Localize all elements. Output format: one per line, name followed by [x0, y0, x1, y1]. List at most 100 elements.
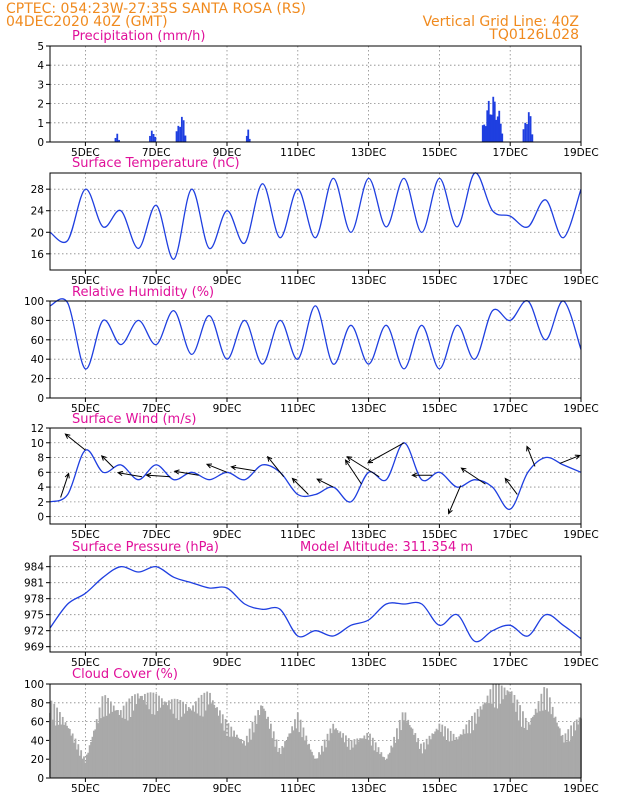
cloud-bar	[488, 703, 490, 778]
precip-bar	[483, 124, 486, 142]
cloud-bar	[192, 705, 194, 778]
precip-bar	[114, 137, 117, 142]
wind-arrow	[230, 464, 256, 472]
y-tick-label: 981	[24, 578, 44, 590]
cloud-bar	[77, 744, 80, 778]
cloud-bar	[265, 718, 268, 778]
cloud-bar	[299, 719, 302, 778]
cloud-bar	[244, 745, 247, 778]
cloud-bar	[182, 701, 185, 778]
cloud-bar	[404, 712, 407, 778]
cloud-bar	[414, 733, 417, 778]
pressure-title: Surface Pressure (hPa)	[72, 540, 219, 555]
precip-bar	[501, 133, 504, 142]
cloud-bar	[257, 710, 260, 778]
cloud-bar	[302, 727, 305, 778]
cloud-bar	[268, 728, 271, 778]
y-tick-label: 3	[37, 79, 44, 91]
cloud-bar	[95, 719, 98, 778]
cloud-bar	[466, 733, 469, 778]
y-tick-label: 40	[31, 354, 44, 366]
cloud-bar	[206, 691, 209, 778]
cloud-bar	[312, 755, 315, 778]
cloud-bar	[284, 741, 286, 778]
cloud-bar	[91, 736, 94, 778]
cloud-bar	[319, 754, 322, 778]
cloud-bar	[383, 757, 386, 778]
y-tick-label: 0	[37, 512, 44, 524]
cloud-bar	[193, 711, 196, 778]
cloud-bar	[505, 695, 507, 778]
cloud-bar	[369, 733, 371, 778]
cloud-bar	[277, 751, 279, 778]
cloud-bar	[397, 739, 400, 778]
cloud-bar	[149, 692, 152, 778]
cloud-bar	[226, 737, 228, 778]
cloud-bar	[176, 699, 179, 778]
cloud-bar	[186, 710, 189, 778]
series-line	[49, 566, 582, 643]
cloud-bar	[527, 722, 530, 778]
wind-arrow	[291, 477, 309, 495]
cloud-bar	[234, 736, 237, 778]
cloud-bar	[245, 735, 248, 778]
wind-arrow	[60, 472, 70, 498]
panel-4: 5DEC 7DEC 9DEC 11DEC 13DEC 15DEC 17DEC 19DEC 969…	[24, 555, 599, 669]
panel-frame	[49, 45, 582, 143]
panel-5: 5DEC 7DEC 9DEC 11DEC 13DEC 15DEC 17DEC 19DEC 0 20…	[24, 679, 599, 795]
y-tick-label: 40	[31, 735, 44, 747]
cloud-bar	[162, 704, 165, 778]
cloud-bar	[258, 715, 261, 778]
x-tick-label: 17DEC	[492, 147, 527, 159]
cloud-bar	[108, 713, 111, 778]
cloud-bar	[454, 740, 456, 778]
precip-bar	[495, 119, 498, 142]
x-tick-label: 7DEC	[142, 147, 171, 159]
precip-bar	[247, 129, 250, 142]
y-tick-label: 12	[31, 423, 44, 435]
cloud-bar	[438, 723, 441, 778]
cloud-bar	[63, 724, 66, 778]
x-tick-label: 19DEC	[563, 783, 598, 795]
cloud-bar	[66, 725, 68, 778]
cloud-bar	[482, 704, 485, 778]
x-tick-label: 9DEC	[213, 657, 242, 669]
cloud-bar	[118, 714, 121, 778]
cloud-bar	[323, 739, 326, 778]
cloud-bar	[221, 714, 224, 778]
x-tick-label: 7DEC	[142, 783, 171, 795]
y-tick-label: 2	[37, 497, 44, 509]
cloud-bar	[117, 710, 119, 778]
cloud-bar	[296, 712, 299, 778]
cloud-bar	[169, 709, 172, 778]
x-tick-label: 11DEC	[280, 529, 315, 541]
cloud-bar	[251, 721, 254, 778]
x-tick-label: 17DEC	[492, 783, 527, 795]
cloud-bar	[291, 726, 294, 778]
cloud-bar	[163, 701, 166, 778]
cloud-bar	[125, 701, 128, 778]
cloud-bar	[261, 705, 264, 778]
y-tick-label: 60	[31, 335, 44, 347]
cloud-bar	[238, 739, 241, 778]
wind-arrow	[346, 456, 380, 478]
panel-3: 5DEC 7DEC 9DEC 11DEC 13DEC 15DEC 17DEC 19DEC 0 2 4…	[31, 423, 599, 541]
cloud-bar	[83, 756, 85, 778]
cloud-bar	[449, 730, 452, 778]
x-tick-label: 7DEC	[142, 529, 171, 541]
cloud-bar	[468, 719, 471, 778]
cloud-bar	[439, 731, 442, 778]
cloud-bar	[575, 719, 578, 778]
panel-2: 5DEC 7DEC 9DEC 11DEC 13DEC 15DEC 17DEC 19DEC 0 20…	[24, 296, 599, 415]
cloud-bar	[264, 710, 267, 778]
cloud-bar	[362, 738, 364, 778]
cloud-bar	[497, 684, 500, 778]
cloud-bar	[107, 697, 109, 778]
cloud-bar	[435, 728, 438, 778]
cloud-bar	[371, 737, 374, 778]
cloud-bar	[227, 723, 230, 778]
panel-1: 5DEC 7DEC 9DEC 11DEC 13DEC 15DEC 17DEC 19DEC 16 2…	[31, 172, 599, 287]
cloud-bar	[71, 733, 74, 778]
precip-bar	[150, 130, 153, 142]
cloud-bar	[274, 746, 277, 778]
